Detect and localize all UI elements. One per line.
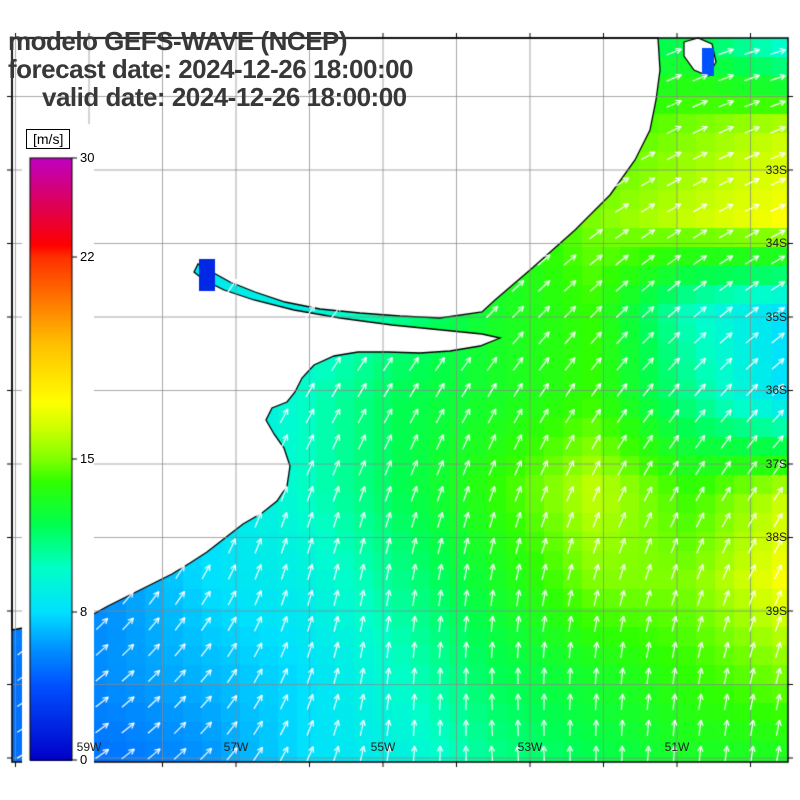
lat-label: 39S	[765, 604, 787, 618]
colorbar-unit-label: [m/s]	[26, 129, 71, 149]
lat-label: 34S	[765, 236, 787, 250]
lon-label: 55W	[370, 740, 396, 754]
colorbar-tick: 8	[80, 604, 88, 619]
lon-label: 51W	[664, 740, 690, 754]
lat-label: 38S	[765, 530, 787, 544]
colorbar-tick: 0	[80, 752, 88, 767]
lat-label: 35S	[765, 310, 787, 324]
colorbar-tick: 15	[80, 451, 95, 466]
lon-label: 59W	[76, 740, 102, 754]
lon-label: 57W	[223, 740, 249, 754]
lat-label: 37S	[765, 457, 787, 471]
lat-label: 36S	[765, 383, 787, 397]
lat-label: 33S	[765, 163, 787, 177]
valid-date: valid date: 2024-12-26 18:00:00	[42, 82, 407, 112]
colorbar-tick: 30	[80, 150, 95, 165]
lon-label: 53W	[517, 740, 543, 754]
colorbar-tick: 22	[80, 249, 95, 264]
forecast-date: forecast date: 2024-12-26 18:00:00	[8, 54, 414, 84]
model-title: modelo GEFS-WAVE (NCEP)	[8, 26, 348, 56]
